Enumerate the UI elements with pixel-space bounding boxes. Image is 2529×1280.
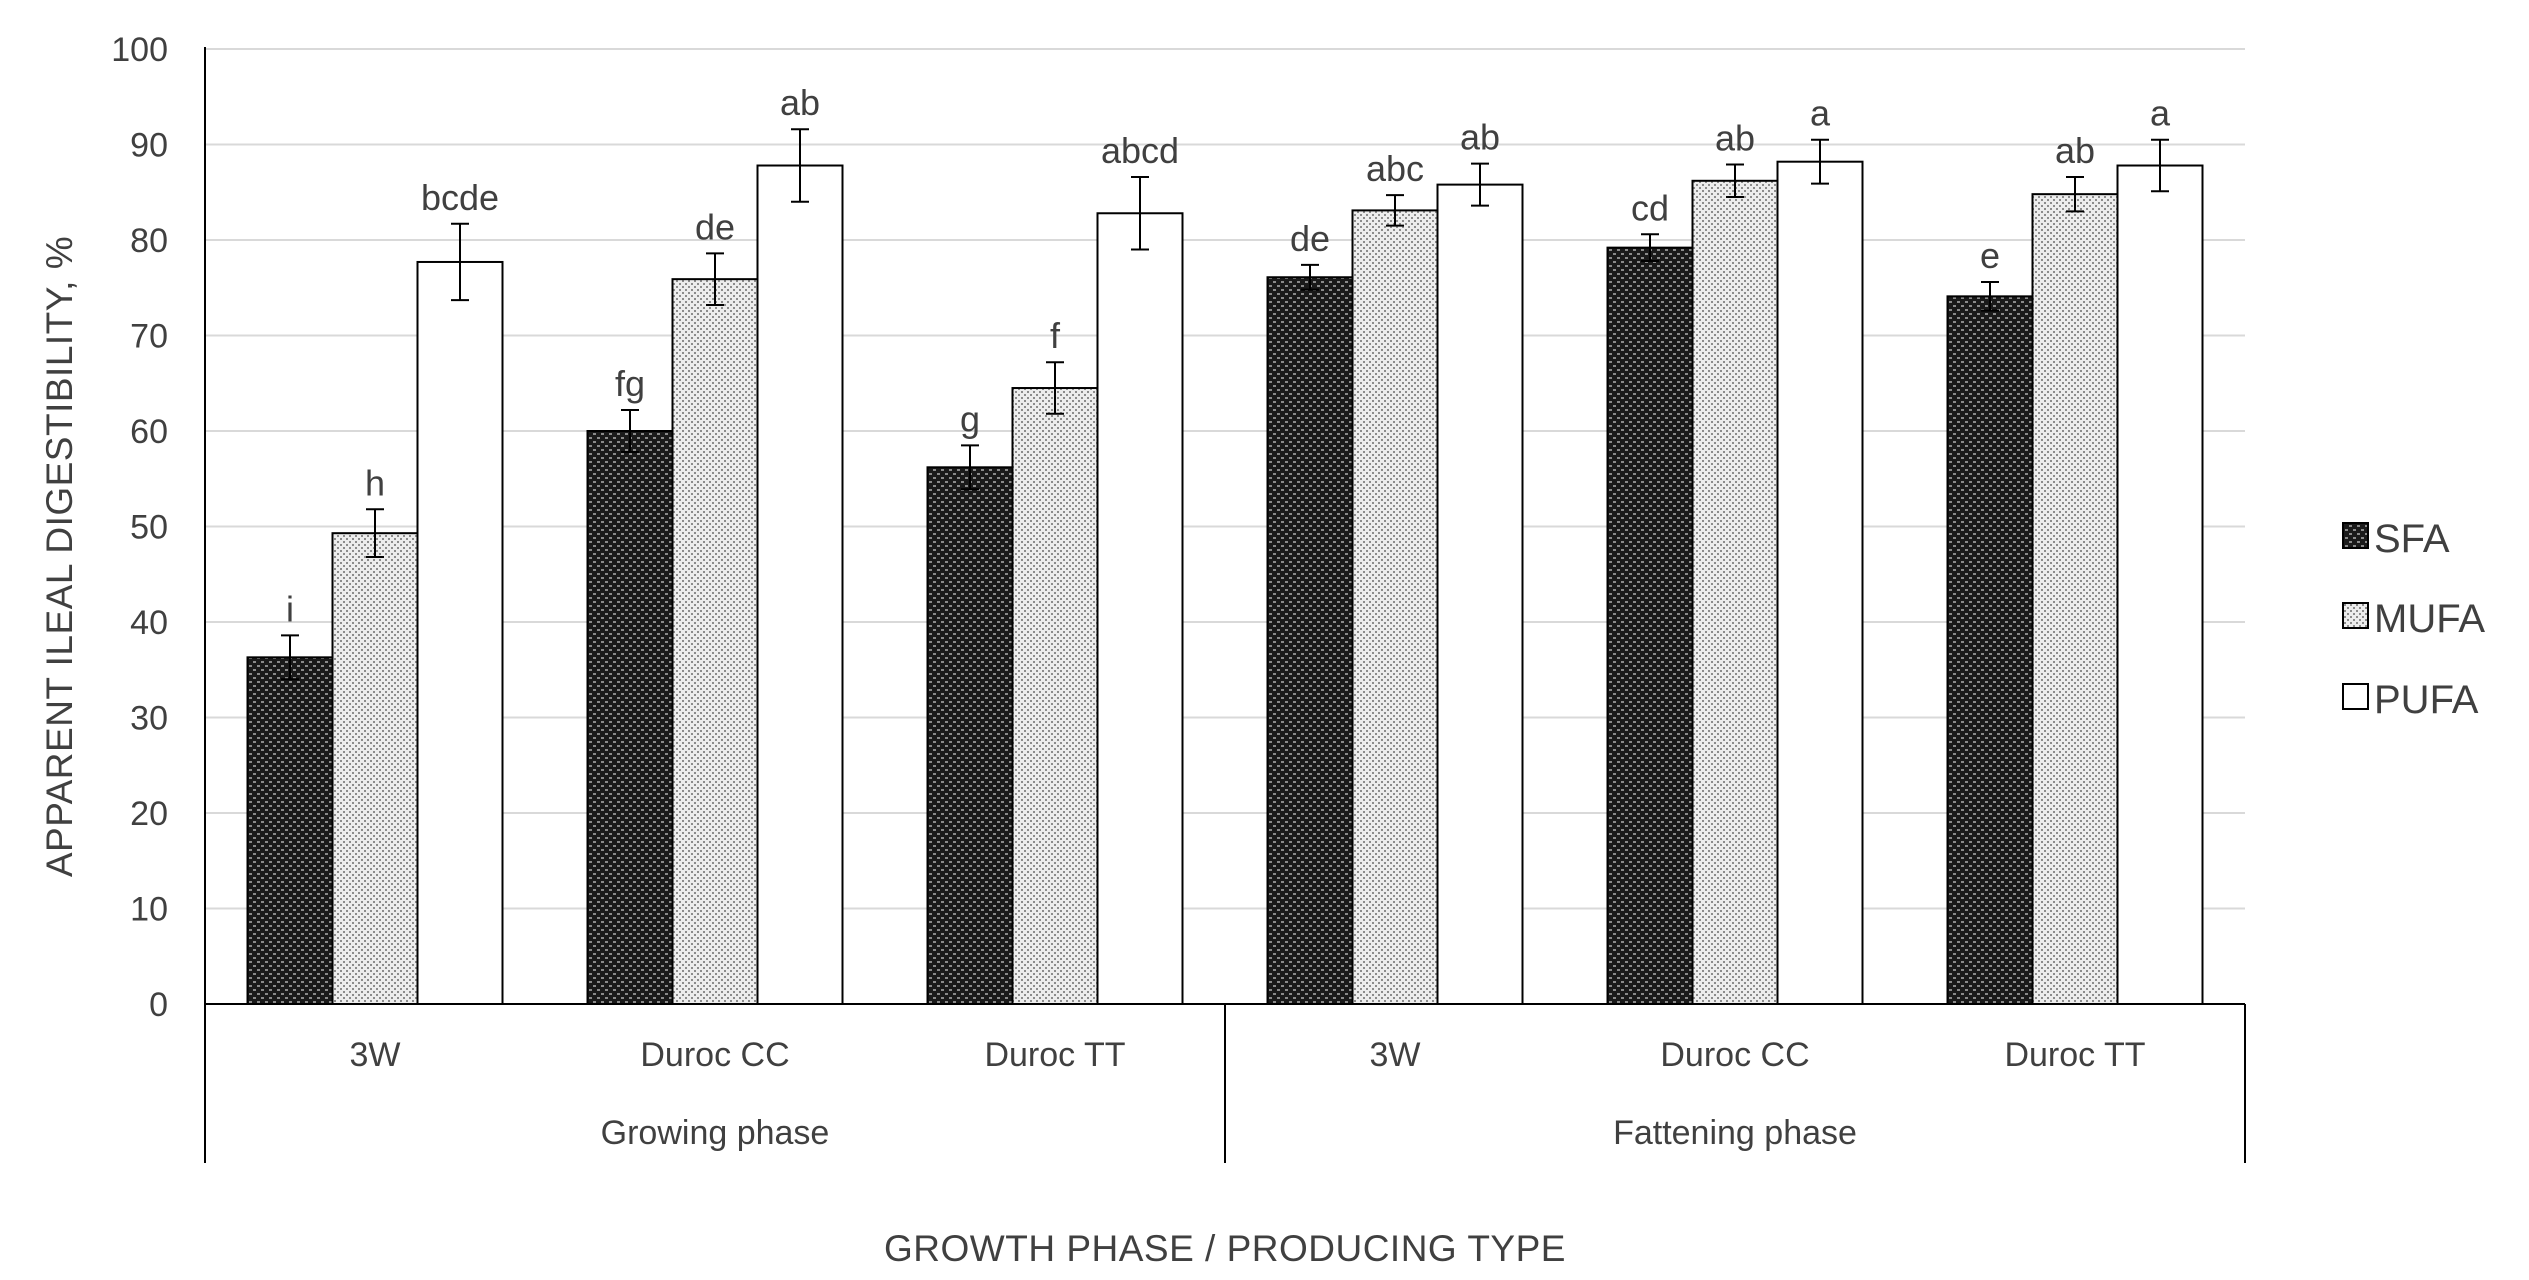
- significance-letter: i: [286, 588, 294, 629]
- bar-mufa: [1351, 209, 1439, 1005]
- y-tick-label: 30: [130, 700, 168, 738]
- significance-letter: abc: [1366, 148, 1424, 189]
- significance-letter: h: [365, 462, 385, 503]
- significance-letter: ab: [2055, 130, 2095, 171]
- significance-letter: ab: [1460, 117, 1500, 158]
- x-tick-label: Duroc CC: [1660, 1036, 1809, 1074]
- bar-pufa: [1436, 183, 1524, 1006]
- significance-letter: de: [695, 206, 735, 247]
- group-label: Fattening phase: [1613, 1114, 1857, 1152]
- y-tick-label: 50: [130, 509, 168, 547]
- bar-mufa: [1691, 179, 1779, 1006]
- significance-letter: f: [1050, 315, 1061, 356]
- legend-label-pufa: PUFA: [2374, 678, 2479, 722]
- significance-letter: cd: [1631, 187, 1669, 228]
- bar-pufa: [1776, 160, 1864, 1005]
- y-tick-label: 60: [130, 413, 168, 451]
- group-label: Growing phase: [601, 1114, 830, 1152]
- y-tick-label: 40: [130, 604, 168, 642]
- bar-pufa: [416, 260, 504, 1005]
- legend-swatch-sfa: [2342, 522, 2369, 549]
- bar-pufa: [2116, 164, 2204, 1005]
- y-tick-label: 0: [149, 986, 168, 1024]
- bar-pufa: [1096, 212, 1184, 1005]
- significance-letter: ab: [1715, 118, 1755, 159]
- y-tick-label: 10: [130, 891, 168, 929]
- bar-mufa: [671, 278, 759, 1005]
- x-axis-title: GROWTH PHASE / PRODUCING TYPE: [884, 1228, 1566, 1269]
- x-tick-label: Duroc TT: [2004, 1036, 2145, 1074]
- legend-swatch-pufa: [2342, 683, 2369, 710]
- significance-letter: g: [960, 398, 980, 439]
- x-tick-label: 3W: [1370, 1036, 1421, 1074]
- x-tick-label: Duroc CC: [640, 1036, 789, 1074]
- significance-letter: e: [1980, 235, 2000, 276]
- bar-sfa: [1946, 295, 2034, 1006]
- bar-sfa: [1266, 276, 1354, 1005]
- bar-sfa: [586, 430, 674, 1005]
- legend-label-mufa: MUFA: [2374, 597, 2485, 641]
- legend-swatch-mufa: [2342, 602, 2369, 629]
- y-tick-label: 80: [130, 222, 168, 260]
- bar-sfa: [926, 466, 1014, 1006]
- y-tick-label: 100: [111, 31, 168, 69]
- significance-letter: abcd: [1101, 130, 1179, 171]
- y-tick-label: 70: [130, 318, 168, 356]
- bar-pufa: [756, 164, 844, 1005]
- bar-mufa: [331, 532, 419, 1005]
- bar-mufa: [2031, 193, 2119, 1006]
- significance-letter: ab: [780, 82, 820, 123]
- legend-label-sfa: SFA: [2374, 517, 2450, 561]
- y-axis-title: APPARENT ILEAL DIGESTIBILITY, %: [39, 236, 80, 877]
- y-tick-label: 20: [130, 795, 168, 833]
- bar-sfa: [1606, 246, 1694, 1005]
- y-tick-label: 90: [130, 127, 168, 165]
- significance-letter: de: [1290, 218, 1330, 259]
- significance-letter: bcde: [421, 177, 499, 218]
- significance-letter: a: [1810, 93, 1831, 134]
- significance-letter: fg: [615, 363, 645, 404]
- x-tick-label: 3W: [350, 1036, 401, 1074]
- x-tick-label: Duroc TT: [984, 1036, 1125, 1074]
- significance-letter: a: [2150, 93, 2171, 134]
- bar-sfa: [246, 656, 334, 1006]
- bar-mufa: [1011, 387, 1099, 1005]
